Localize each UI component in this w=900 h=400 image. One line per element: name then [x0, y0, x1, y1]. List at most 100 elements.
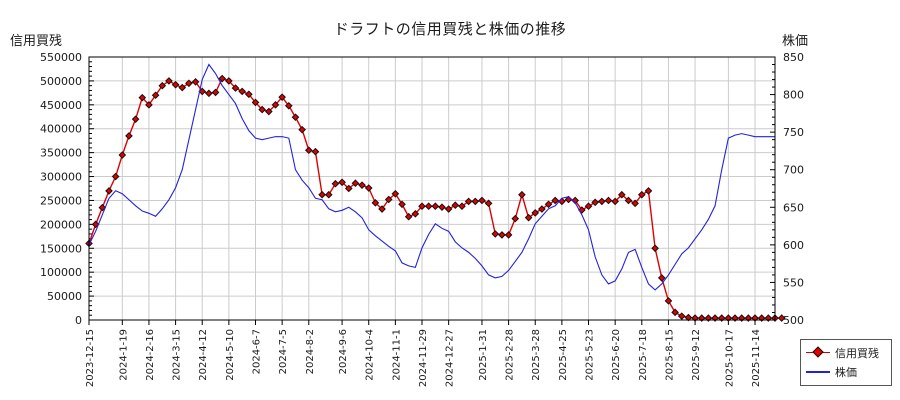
data-point-marker [677, 312, 686, 320]
data-point-marker [518, 190, 526, 199]
red-diamond-line-icon [805, 345, 831, 360]
data-point-marker [611, 197, 619, 206]
data-point-marker [411, 210, 420, 218]
data-point-marker [631, 199, 639, 208]
x-tick-label: 2024-5-10 [225, 329, 236, 381]
data-point-marker [165, 77, 173, 85]
x-tick-label: 2025-2-28 [505, 329, 516, 381]
chart-legend: 信用買残 株価 [800, 339, 892, 386]
data-point-marker [598, 197, 606, 206]
data-point-marker [404, 212, 413, 221]
x-tick-label: 2025-5-23 [585, 329, 596, 381]
x-tick-label: 2025-8-15 [664, 329, 675, 381]
data-point-marker [511, 214, 520, 223]
x-axis-ticks: 2023-12-15 2024-1-19 2024-2-16 2024-3-15 202… [85, 320, 762, 387]
data-point-marker [278, 93, 286, 101]
x-tick-label: 2025-1-31 [478, 329, 489, 381]
data-point-marker [265, 107, 273, 116]
data-point-marker [351, 179, 360, 188]
data-point-marker [245, 90, 253, 99]
data-point-marker [225, 77, 233, 85]
data-point-marker [358, 181, 366, 189]
data-point-marker [618, 190, 626, 199]
data-point-marker [531, 209, 540, 217]
data-point-marker [218, 74, 227, 83]
legend-label-credit-balance: 信用買残 [835, 346, 879, 360]
data-point-marker [478, 196, 486, 205]
y-tick-left-label: 250000 [40, 194, 82, 207]
y-tick-left-label: 200000 [40, 218, 82, 231]
x-tick-label: 2024-12-27 [445, 329, 456, 387]
series-line-stock-price [88, 63, 775, 291]
data-point-marker [431, 202, 440, 210]
data-point-marker [158, 81, 167, 90]
series-line-credit-balance [88, 77, 782, 319]
data-point-marker [538, 205, 546, 213]
y-tick-right-label: 800 [783, 89, 804, 102]
x-tick-label: 2025-10-17 [724, 329, 735, 387]
y-tick-right-label: 550 [783, 276, 804, 289]
data-point-marker [504, 231, 513, 239]
data-point-marker [664, 297, 673, 305]
y-tick-left-label: 500000 [40, 75, 82, 88]
y-tick-left-label: 350000 [40, 147, 82, 160]
data-point-marker [205, 89, 213, 98]
data-point-marker [291, 113, 300, 122]
data-point-marker [125, 132, 133, 140]
data-point-marker [371, 199, 380, 207]
data-point-marker [211, 88, 220, 97]
data-point-marker [444, 205, 453, 213]
data-point-marker [311, 147, 320, 156]
x-tick-label: 2025-6-20 [611, 329, 622, 381]
data-point-marker [138, 93, 147, 102]
data-point-marker [484, 199, 493, 208]
data-point-marker [591, 198, 599, 207]
data-point-marker [178, 83, 187, 92]
data-point-marker [684, 313, 693, 322]
data-point-marker [91, 220, 100, 229]
data-point-marker [251, 98, 260, 107]
x-tick-label: 2025-9-12 [691, 329, 702, 381]
data-point-marker [637, 190, 646, 199]
axis-frame [88, 56, 776, 321]
data-point-marker [98, 203, 107, 212]
data-point-marker [391, 189, 400, 198]
data-point-marker [338, 178, 346, 187]
data-point-marker [604, 196, 613, 205]
data-point-marker [344, 184, 353, 193]
x-tick-label: 2024-3-15 [172, 329, 183, 381]
data-point-marker [118, 151, 127, 159]
data-point-marker [451, 201, 460, 210]
x-tick-label: 2025-11-14 [751, 329, 762, 387]
data-point-marker [318, 190, 326, 199]
plot-border [88, 56, 776, 321]
y-tick-left-label: 450000 [40, 99, 82, 112]
y-tick-left-label: 50000 [47, 290, 82, 303]
x-tick-label: 2024-11-29 [418, 329, 429, 387]
y-tick-left-label: 100000 [40, 266, 82, 279]
y-tick-left-label: 400000 [40, 123, 82, 136]
legend-item-credit-balance: 信用買残 [805, 343, 887, 362]
data-point-marker [304, 146, 313, 155]
data-point-marker [671, 308, 679, 317]
gridlines [88, 56, 775, 321]
x-tick-label: 2024-6-7 [252, 329, 263, 374]
y-tick-left-label: 300000 [40, 171, 82, 184]
x-tick-label: 2024-11-1 [391, 329, 402, 381]
data-point-marker [131, 115, 140, 123]
data-point-marker [364, 184, 373, 192]
x-tick-label: 2024-4-12 [198, 329, 209, 381]
data-point-marker [657, 274, 666, 282]
y-tick-right-label: 750 [783, 126, 804, 139]
x-tick-label: 2025-7-18 [638, 329, 649, 381]
data-point-marker [777, 314, 786, 322]
y-tick-right-label: 650 [783, 201, 804, 214]
data-point-marker [624, 196, 633, 205]
data-point-marker [644, 187, 653, 195]
data-point-marker [238, 87, 246, 96]
data-point-marker [258, 105, 266, 114]
data-point-marker [271, 101, 280, 109]
data-point-marker [384, 195, 393, 204]
x-tick-label: 2025-3-28 [531, 329, 542, 381]
